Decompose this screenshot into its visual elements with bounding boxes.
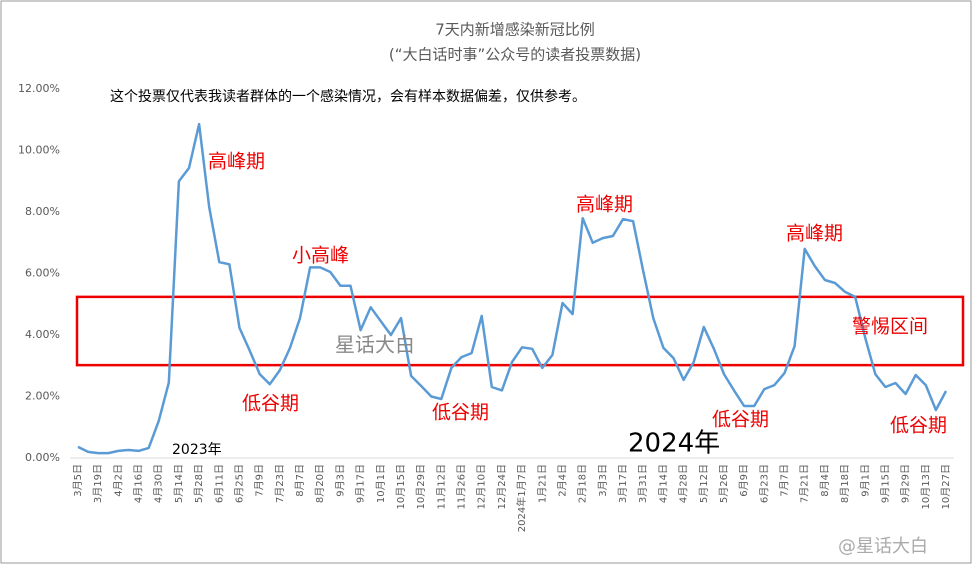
x-tick-label: 2月18日 xyxy=(577,464,589,503)
alert-band xyxy=(75,295,965,367)
y-tick-label: 8.00% xyxy=(25,205,60,218)
x-tick-label: 3月19日 xyxy=(92,464,104,503)
x-tick-label: 7月9日 xyxy=(254,464,266,497)
x-tick-label: 9月3日 xyxy=(334,464,346,497)
x-tick-label: 11月26日 xyxy=(456,464,468,509)
annotation: 高峰期 xyxy=(786,223,843,245)
x-tick-label: 1月21日 xyxy=(536,464,548,503)
x-tick-label: 12月10日 xyxy=(476,464,488,509)
x-tick-label: 8月4日 xyxy=(819,464,831,497)
x-tick-label: 2024年1月7日 xyxy=(515,464,528,532)
x-tick-label: 8月18日 xyxy=(839,464,851,503)
y-tick-label: 6.00% xyxy=(25,267,60,280)
x-tick-label: 9月1日 xyxy=(859,464,871,497)
y-tick-label: 10.00% xyxy=(18,144,60,157)
x-tick-label: 6月23日 xyxy=(758,464,770,503)
x-tick-label: 9月29日 xyxy=(900,464,912,503)
x-tick-label: 7月21日 xyxy=(799,464,811,503)
annotation: @星话大白 xyxy=(838,536,928,557)
note: 这个投票仅代表我读者群体的一个感染情况，会有样本数据偏差，仅供参考。 xyxy=(110,88,586,105)
y-tick-label: 12.00% xyxy=(18,82,60,95)
x-tick-label: 12月24日 xyxy=(496,464,508,509)
x-tick-label: 5月26日 xyxy=(718,464,730,503)
annotation: 星话大白 xyxy=(335,333,415,357)
chart-title: 7天内新增感染新冠比例 xyxy=(435,21,595,39)
x-tick-label: 4月14日 xyxy=(657,464,669,503)
chart-subtitle: (“大白话时事”公众号的读者投票数据) xyxy=(389,46,641,64)
x-tick-label: 6月9日 xyxy=(738,464,750,497)
x-tick-label: 4月16日 xyxy=(133,464,145,503)
x-tick-label: 11月12日 xyxy=(435,464,447,509)
y-tick-label: 4.00% xyxy=(25,328,60,341)
annotation: 低谷期 xyxy=(712,409,769,431)
x-tick-label: 5月14日 xyxy=(173,464,185,503)
x-tick-label: 10月13日 xyxy=(920,464,932,509)
annotation: 小高峰 xyxy=(292,245,349,267)
annotation: 2024年 xyxy=(628,429,720,459)
x-tick-label: 6月25日 xyxy=(233,464,245,503)
annotation: 2023年 xyxy=(172,442,222,458)
x-tick-label: 10月15日 xyxy=(395,464,407,509)
x-tick-label: 10月1日 xyxy=(375,464,387,503)
x-tick-label: 8月7日 xyxy=(294,464,306,497)
x-tick-label: 3月17日 xyxy=(617,464,629,503)
annotation: 低谷期 xyxy=(432,402,489,424)
x-tick-label: 6月11日 xyxy=(213,464,225,503)
x-tick-label: 3月31日 xyxy=(637,464,649,503)
x-tick-label: 5月28日 xyxy=(193,464,205,503)
line xyxy=(77,122,948,455)
x-tick-label: 4月30日 xyxy=(153,464,165,503)
x-tick-label: 9月17日 xyxy=(355,464,367,503)
x-tick-label: 10月29日 xyxy=(415,464,427,509)
x-tick-label: 10月27日 xyxy=(940,464,952,509)
annotation: 低谷期 xyxy=(890,415,947,437)
x-tick-label: 2月4日 xyxy=(556,464,568,497)
annotation: 警惕区间 xyxy=(852,316,928,338)
x-tick-label: 7月7日 xyxy=(779,464,791,497)
y-tick-label: 2.00% xyxy=(25,390,60,403)
annotation: 低谷期 xyxy=(242,393,299,415)
x-tick-label: 4月2日 xyxy=(112,464,124,497)
x-tick-label: 3月3日 xyxy=(597,464,609,497)
x-tick-label: 9月15日 xyxy=(879,464,891,503)
annotation: 高峰期 xyxy=(576,194,633,216)
y-tick-label: 0.00% xyxy=(25,451,60,464)
x-tick-label: 4月28日 xyxy=(678,464,690,503)
x-tick-label: 5月12日 xyxy=(698,464,710,503)
annotation: 高峰期 xyxy=(208,151,265,173)
x-tick-label: 8月20日 xyxy=(314,464,326,503)
x-tick-label: 7月23日 xyxy=(274,464,286,503)
x-tick-label: 3月5日 xyxy=(72,464,84,497)
